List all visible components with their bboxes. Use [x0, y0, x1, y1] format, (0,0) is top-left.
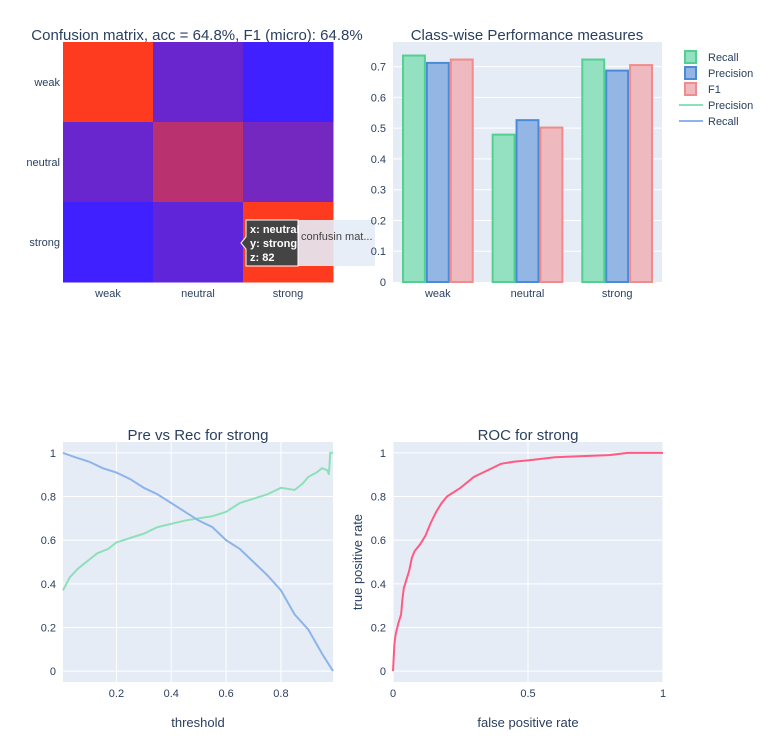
x-tick-label: neutral	[181, 288, 215, 300]
y-tick-label: weak	[33, 77, 60, 89]
y-tick-label: 0.4	[371, 579, 386, 591]
y-tick-label: strong	[29, 237, 60, 249]
y-tick-label: 0.2	[371, 622, 386, 634]
y-tick-label: 0.2	[41, 622, 56, 634]
x-tick-label: 0.4	[164, 688, 179, 700]
x-tick-label: neutral	[511, 288, 545, 300]
tooltip-box	[240, 219, 299, 267]
y-tick-label: 0.1	[371, 246, 386, 258]
legend-swatch	[684, 50, 697, 64]
legend-label: Recall	[708, 52, 739, 64]
tooltip-line: y: strong	[250, 238, 297, 250]
y-tick-label: 0.6	[371, 535, 386, 547]
heatmap-cell	[63, 42, 154, 123]
bar-precision	[515, 119, 540, 284]
y-tick-label: neutral	[26, 157, 60, 169]
plot-title: ROC for strong	[478, 427, 579, 444]
x-tick-label: 0.5	[520, 688, 535, 700]
y-tick-label: 0.6	[41, 535, 56, 547]
y-tick-label: 0.5	[371, 123, 386, 135]
x-tick-label: strong	[602, 288, 633, 300]
y-tick-label: 1	[380, 448, 386, 460]
y-tick-label: 0.4	[41, 579, 56, 591]
legend-swatch	[684, 66, 697, 80]
x-tick-label: 0.6	[218, 688, 233, 700]
heatmap-cell	[63, 202, 154, 283]
y-tick-label: 1	[50, 448, 56, 460]
x-tick-label: 0.2	[109, 688, 124, 700]
heatmap-cell	[153, 122, 244, 203]
bar-precision	[605, 69, 630, 283]
y-tick-label: 0.2	[371, 215, 386, 227]
y-tick-label: 0.7	[371, 62, 386, 74]
x-tick-label: 0.8	[273, 688, 288, 700]
x-tick-label: 0	[390, 688, 396, 700]
bar-recall	[491, 133, 516, 283]
bar-precision	[425, 61, 450, 283]
bar-recall	[401, 54, 426, 283]
bar-recall	[581, 58, 606, 283]
heatmap-cell	[243, 42, 334, 123]
plot-background	[63, 442, 333, 682]
tooltip-trace-name: confusin mat...	[301, 231, 373, 243]
legend-swatch	[684, 82, 697, 96]
tooltip-name-box	[298, 220, 375, 266]
x-tick-label: 1	[660, 688, 666, 700]
y-tick-label: 0.3	[371, 185, 386, 197]
y-tick-label: 0	[380, 277, 386, 289]
bar-f1	[449, 58, 474, 283]
heatmap-cell	[243, 122, 334, 203]
tooltip-line: z: 82	[250, 252, 274, 264]
y-tick-label: 0.8	[41, 492, 56, 504]
series-line-roc	[392, 451, 663, 672]
bar-f1	[629, 64, 654, 283]
y-tick-label: 0.6	[371, 92, 386, 104]
x-axis-title: threshold	[171, 715, 224, 730]
x-tick-label: weak	[94, 288, 121, 300]
series-line-precision	[62, 451, 333, 591]
legend-label: F1	[708, 84, 721, 96]
x-axis-title: false positive rate	[477, 715, 578, 730]
heatmap-cell	[153, 202, 244, 283]
tooltip-line: x: neutral	[250, 224, 300, 236]
bar-title: Class-wise Performance measures	[411, 27, 644, 44]
y-tick-label: 0.8	[371, 492, 386, 504]
heatmap-cell	[63, 122, 154, 203]
y-axis-title: true positive rate	[350, 514, 365, 610]
y-tick-label: 0	[380, 666, 386, 678]
heatmap-title: Confusion matrix, acc = 64.8%, F1 (micro…	[31, 27, 362, 44]
legend-label: Recall	[708, 116, 739, 128]
heatmap-cell	[153, 42, 244, 123]
y-tick-label: 0.4	[371, 154, 386, 166]
legend-label: Precision	[708, 68, 753, 80]
y-tick-label: 0	[50, 666, 56, 678]
x-tick-label: weak	[424, 288, 451, 300]
series-line-recall	[62, 451, 334, 672]
bar-f1	[539, 126, 564, 283]
legend-label: Precision	[708, 100, 753, 112]
x-tick-label: strong	[273, 288, 304, 300]
plot-title: Pre vs Rec for strong	[128, 427, 269, 444]
hover-tooltip: confusin mat...x: neutral y: strong z: 82	[240, 219, 375, 267]
